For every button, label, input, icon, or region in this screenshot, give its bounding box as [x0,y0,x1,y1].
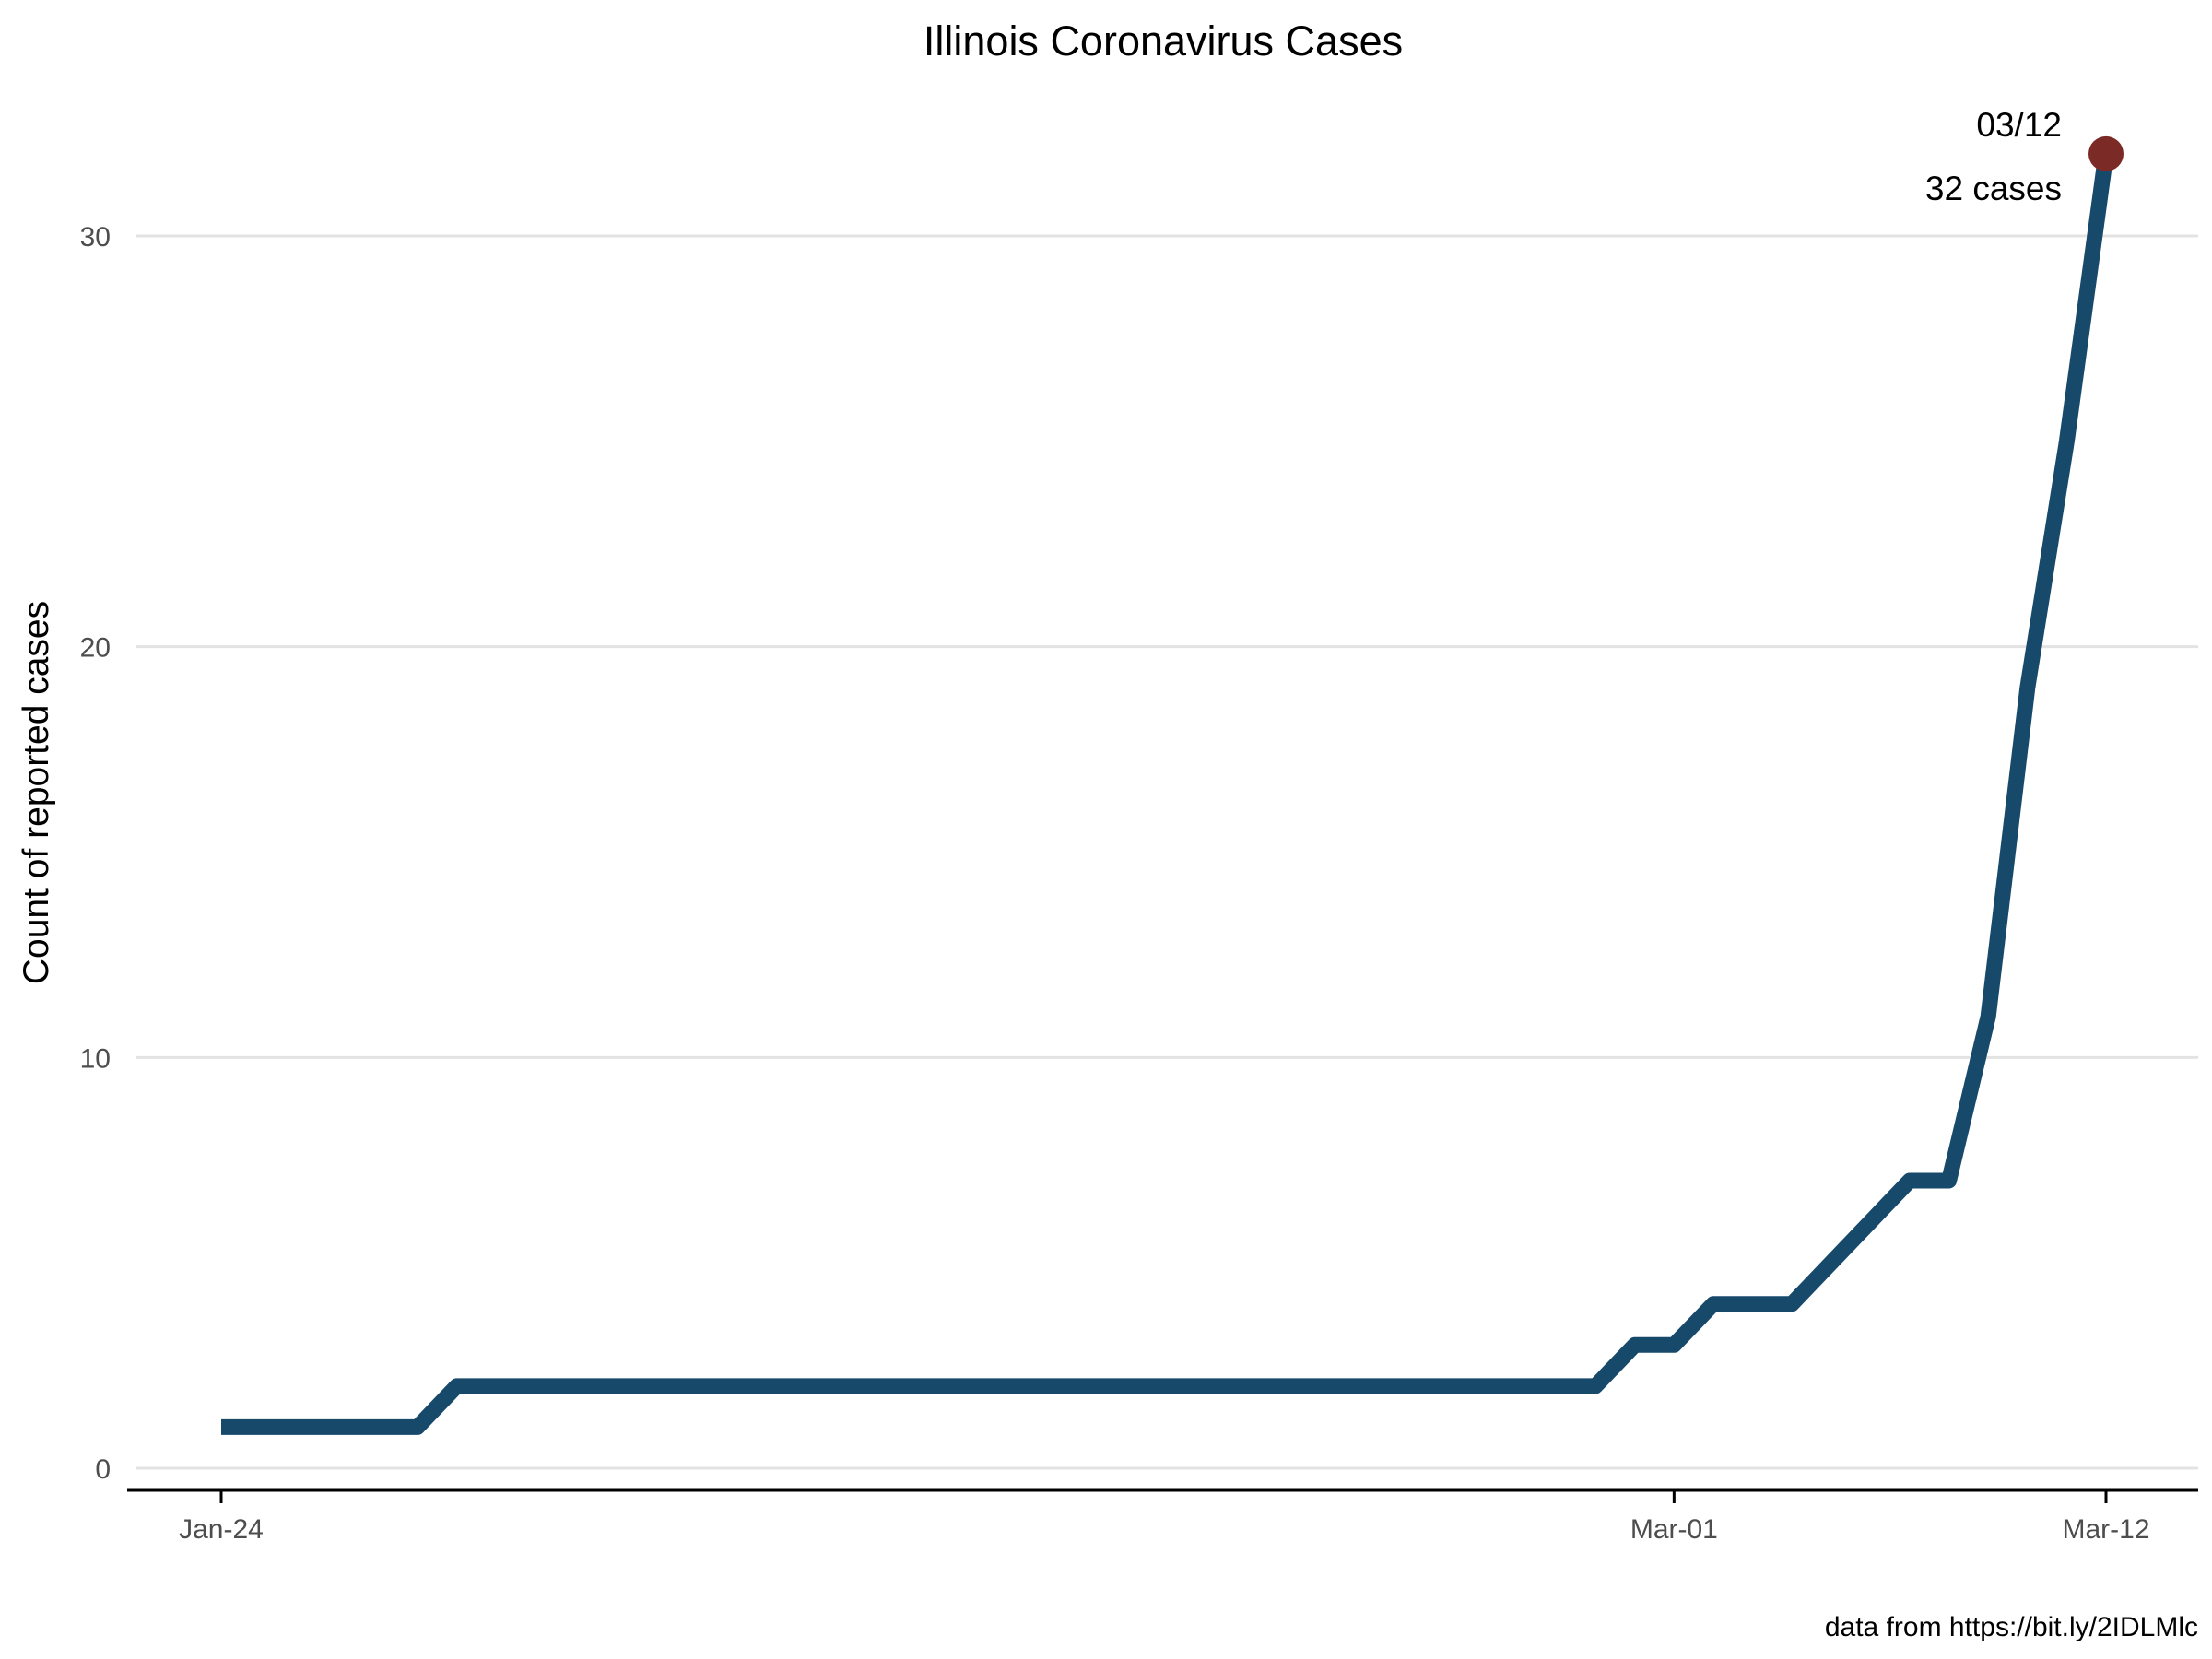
y-tick-label-10: 10 [80,1043,111,1074]
annotation-count-label: 32 cases [1925,170,2062,207]
x-tick-label-Jan-24: Jan-24 [179,1514,264,1545]
y-tick-label-20: 20 [80,633,111,664]
chart-title: Illinois Coronavirus Cases [924,18,1403,65]
chart-caption: data from https://bit.ly/2IDLMlc [1825,1612,2198,1642]
series-line-group [221,152,2114,1435]
y-tick-labels: 0 10 20 30 [80,222,111,1485]
x-tick-label-Mar-12: Mar-12 [2062,1514,2149,1545]
annotation-group: 03/12 32 cases [1925,106,2124,207]
y-axis-label: Count of reported cases [17,601,56,984]
gridlines [136,234,2198,1470]
y-tick-label-0: 0 [95,1454,111,1485]
series-line [221,152,2114,1435]
x-tick-label-Mar-01: Mar-01 [1630,1514,1718,1545]
y-tick-label-30: 30 [80,222,111,253]
annotation-date-label: 03/12 [1976,106,2062,144]
highlight-point [2088,135,2124,171]
x-ticks: Jan-24 Mar-01 Mar-12 [179,1490,2150,1545]
